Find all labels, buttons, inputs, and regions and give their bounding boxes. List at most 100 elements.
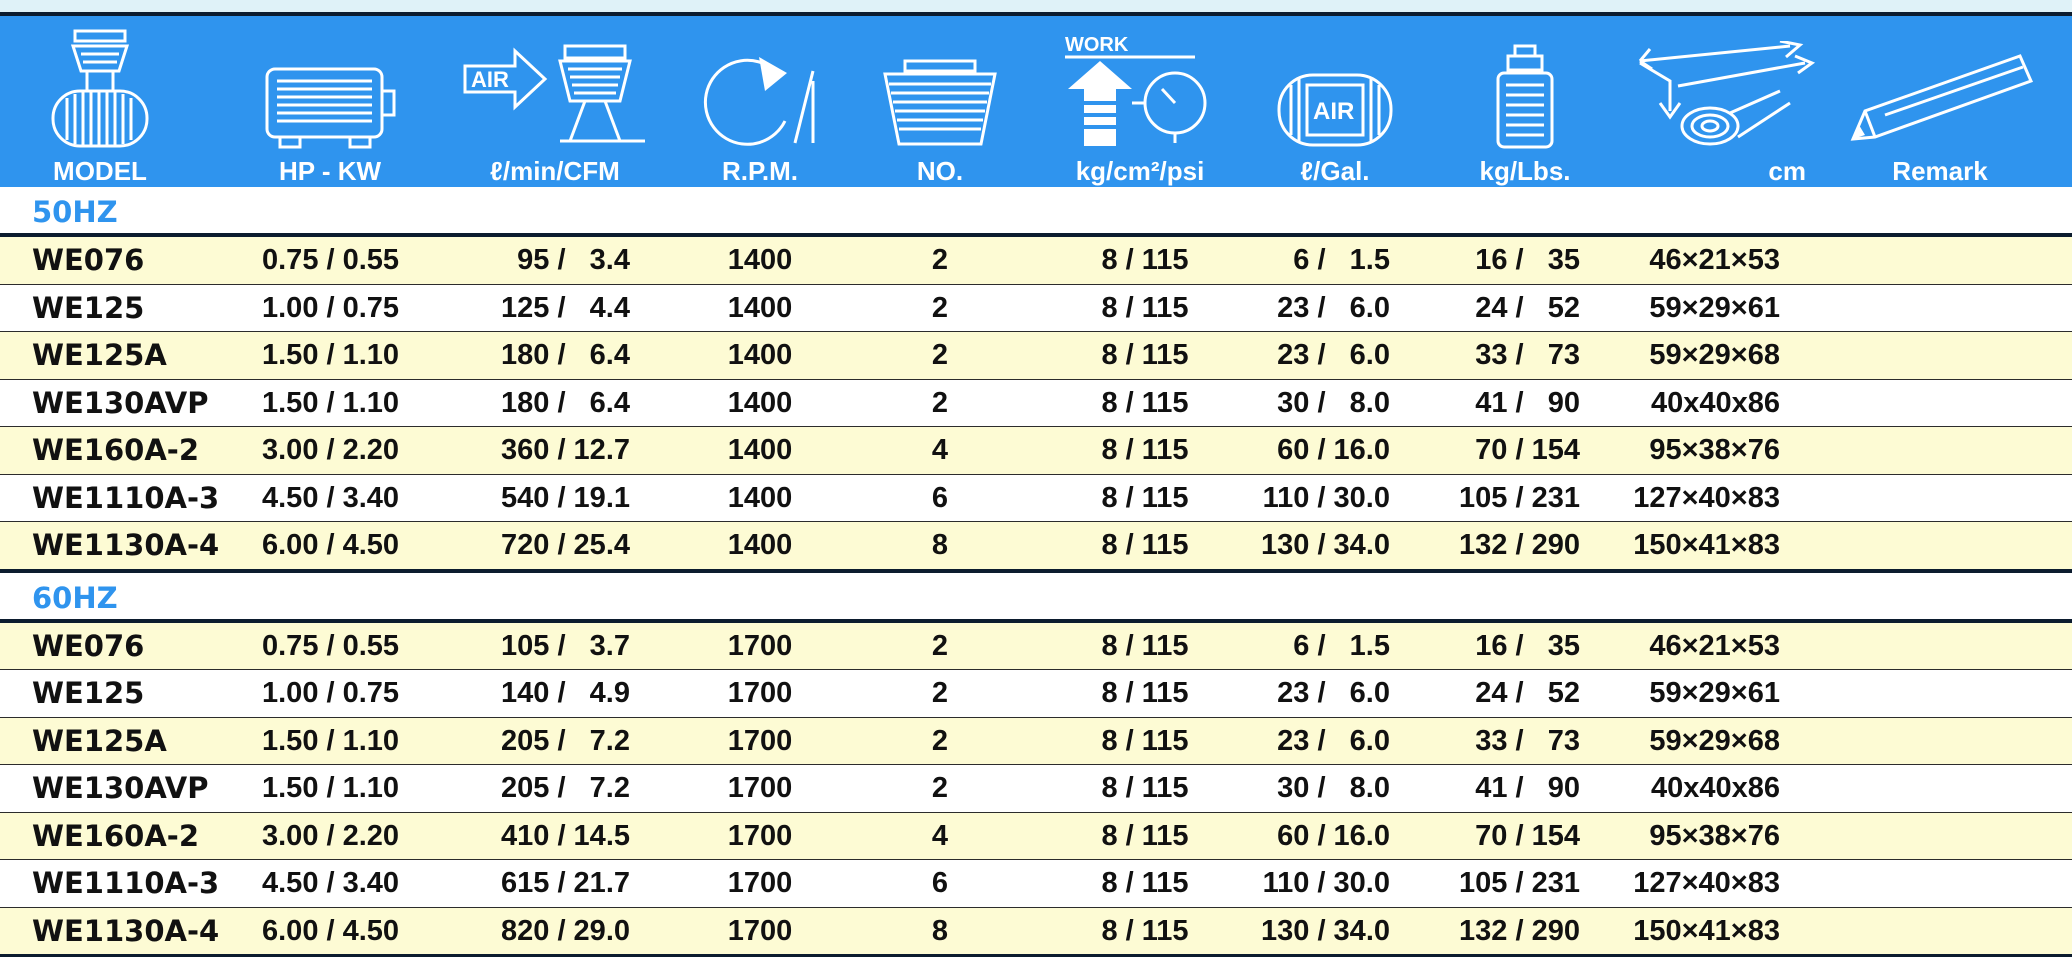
remark-cell [1800,475,2040,522]
hp-kw-cell: 4.50 / 3.40 [262,481,400,514]
weight-cell: 24 / 52 [1475,291,1580,324]
remark-cell [1800,813,2040,860]
cylinder-count-cell: 2 [931,386,949,419]
hp-kw-cell: 1.50 / 1.10 [262,724,400,757]
svg-text:AIR: AIR [471,67,509,92]
hp-kw-cell: 6.00 / 4.50 [262,914,400,947]
pressure-cell: 8 / 115 [1101,386,1189,419]
section-label: 60HZ [32,580,118,615]
rpm-cell: 1400 [727,434,793,466]
rpm-cell: 1400 [727,481,793,514]
section-bottom-rule [0,954,2072,957]
header-label-rpm: R.P.M. [721,156,799,186]
air-flow-cell: 205 / 7.2 [501,772,630,804]
header-remark: Remark [1840,16,2040,191]
pressure-cell: 8 / 115 [1101,291,1189,324]
dimensions-cell: 40x40x86 [1650,772,1780,804]
model-cell: WE125 [32,676,145,710]
table-row: WE1130A-4 6.00 / 4.50 720 / 25.4 1400 8 8 / 1… [0,522,2072,570]
section-header-1: 60HZ [0,572,2072,623]
air-flow-cell: 125 / 4.4 [501,291,630,324]
hp-kw-cell: 1.50 / 1.10 [262,386,400,419]
pressure-cell: 8 / 115 [1101,481,1189,514]
tank-cell: 23 / 6.0 [1277,677,1390,709]
table-row: WE1130A-4 6.00 / 4.50 820 / 29.0 1700 8 8 / 1… [0,907,2072,955]
weight-cell: 105 / 231 [1459,867,1580,899]
air-flow-cell: 360 / 12.7 [501,434,630,466]
air-flow-cell: 105 / 3.7 [501,629,630,662]
model-cell: WE130AVP [32,771,209,805]
cylinder-count-cell: 2 [931,772,949,804]
section-header-0: 50HZ [0,187,2072,237]
cylinder-count-cell: 4 [931,434,949,466]
pressure-cell: 8 / 115 [1101,867,1189,899]
hp-kw-cell: 6.00 / 4.50 [262,529,400,561]
rpm-cell: 1700 [727,724,793,757]
pressure-cell: 8 / 115 [1101,724,1189,757]
model-cell: WE125A [32,723,167,758]
model-cell: WE160A-2 [32,433,199,467]
table-row: WE160A-2 3.00 / 2.20 360 / 12.7 1400 4 8 / 11… [0,427,2072,475]
hp-kw-cell: 0.75 / 0.55 [262,244,400,276]
pressure-cell: 8 / 115 [1101,339,1189,371]
compressor-unit-icon [51,29,149,148]
header-label-no: NO. [916,156,964,186]
tank-cell: 110 / 30.0 [1262,481,1390,514]
header-label-remark: Remark [1892,156,1988,186]
header-tank: AIR ℓ/Gal. [1250,16,1420,191]
tank-cell: 60 / 16.0 [1277,819,1390,852]
air-flow-cell: 720 / 25.4 [501,529,630,561]
dimensions-cell: 59×29×61 [1649,677,1780,709]
hp-kw-cell: 1.50 / 1.10 [262,339,400,371]
table-row: WE125 1.00 / 0.75 140 / 4.9 1700 2 8 / 115 23 … [0,670,2072,718]
spec-table-body: 50HZ WE076 0.75 / 0.55 95 / 3.4 1400 2 8 / 115… [0,187,2072,957]
rpm-cell: 1700 [727,677,793,709]
rpm-cell: 1400 [727,244,793,276]
table-row: WE125A 1.50 / 1.10 205 / 7.2 1700 2 8 / 115 23… [0,717,2072,765]
cylinder-count-cell: 8 [931,914,949,947]
header-weight: kg/Lbs. [1440,16,1610,191]
weight-icon [1496,44,1554,149]
header-label-weight: kg/Lbs. [1479,156,1571,186]
cylinder-count-cell: 2 [931,629,949,662]
pressure-cell: 8 / 115 [1101,434,1189,466]
model-cell: WE1110A-3 [32,480,220,515]
tank-cell: 23 / 6.0 [1277,724,1390,757]
model-cell: WE125 [32,290,145,325]
remark-cell [1800,427,2040,474]
header-label-hp-kw: HP - KW [278,156,382,186]
dimensions-tape-icon [1638,41,1816,146]
model-cell: WE1130A-4 [32,528,220,562]
tank-cell: 130 / 34.0 [1261,529,1390,561]
model-cell: WE076 [32,628,145,663]
weight-cell: 41 / 90 [1475,772,1580,804]
weight-cell: 16 / 35 [1475,244,1580,276]
weight-cell: 132 / 290 [1459,914,1580,947]
hp-kw-cell: 3.00 / 2.20 [262,819,400,852]
table-row: WE125A 1.50 / 1.10 180 / 6.4 1400 2 8 / 115 23… [0,332,2072,380]
remark-cell [1800,908,2040,955]
header-pressure: WORK kg/cm²/psi [1040,16,1240,191]
dimensions-cell: 40x40x86 [1650,386,1780,419]
header-air-flow: AIR ℓ/min/CFM [455,16,655,191]
header-rpm: R.P.M. [680,16,840,191]
header-label-model: MODEL [53,156,147,186]
tank-cell: 110 / 30.0 [1262,867,1390,899]
table-row: WE1110A-3 4.50 / 3.40 615 / 21.7 1700 6 8 / 1… [0,860,2072,908]
table-row: WE125 1.00 / 0.75 125 / 4.4 1400 2 8 / 115 23 … [0,284,2072,332]
dimensions-cell: 59×29×61 [1649,291,1780,324]
section-bottom-rule [0,568,2072,574]
section-label: 50HZ [32,195,118,229]
tank-cell: 30 / 8.0 [1277,386,1390,419]
pressure-cell: 8 / 115 [1101,244,1189,276]
remark-cell [1800,332,2040,379]
model-cell: WE1110A-3 [32,866,220,900]
air-flow-cell: 540 / 19.1 [501,481,630,514]
cylinder-count-cell: 2 [931,339,949,371]
rpm-cell: 1700 [727,914,793,947]
rpm-cell: 1700 [727,772,793,804]
air-flow-cell: 140 / 4.9 [501,677,630,709]
weight-cell: 132 / 290 [1459,529,1580,561]
weight-cell: 70 / 154 [1475,819,1580,852]
